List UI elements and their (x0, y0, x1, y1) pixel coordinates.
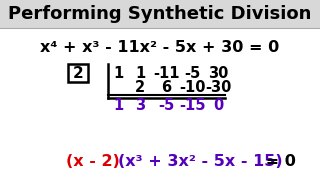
Text: 1: 1 (113, 98, 123, 114)
Text: = 0: = 0 (260, 154, 296, 170)
Bar (0, 0, 320, 28)
Text: 2: 2 (135, 80, 145, 94)
Text: 1: 1 (113, 66, 123, 80)
Text: -15: -15 (179, 98, 205, 114)
Text: 2: 2 (73, 66, 84, 80)
Text: (x³ + 3x² - 5x - 15): (x³ + 3x² - 5x - 15) (118, 154, 282, 170)
Text: -11: -11 (153, 66, 179, 80)
Text: 3: 3 (135, 98, 145, 114)
Text: -5: -5 (184, 66, 200, 80)
Bar (68, 64, 88, 82)
Text: 1: 1 (135, 66, 145, 80)
Text: Performing Synthetic Division: Performing Synthetic Division (8, 5, 312, 23)
Text: -5: -5 (158, 98, 174, 114)
Text: 30: 30 (208, 66, 228, 80)
Text: -10: -10 (179, 80, 205, 94)
Text: 6: 6 (161, 80, 171, 94)
Text: (x - 2): (x - 2) (66, 154, 120, 170)
Text: x⁴ + x³ - 11x² - 5x + 30 = 0: x⁴ + x³ - 11x² - 5x + 30 = 0 (40, 39, 280, 55)
Text: -30: -30 (205, 80, 231, 94)
Text: 0: 0 (213, 98, 223, 114)
